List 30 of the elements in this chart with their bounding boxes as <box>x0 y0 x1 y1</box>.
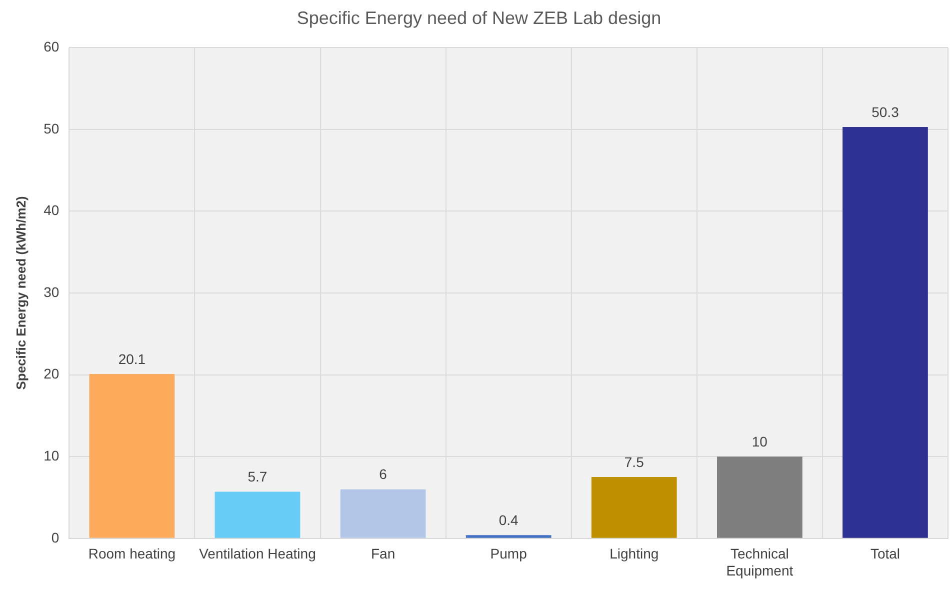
y-axis-title: Specific Energy need (kWh/m2) <box>13 196 28 390</box>
chart-title: Specific Energy need of New ZEB Lab design <box>296 8 662 28</box>
y-tick-label: 10 <box>44 447 60 464</box>
x-tick-label: Technical Equipment <box>726 546 794 578</box>
x-tick-label: Lighting <box>610 546 659 562</box>
data-label: 50.3 <box>872 104 900 120</box>
data-label: 5.7 <box>248 468 268 485</box>
y-tick-label: 50 <box>44 120 60 136</box>
bar <box>716 456 802 538</box>
bar <box>591 477 677 538</box>
x-tick-label: Fan <box>370 546 396 562</box>
x-tick-label: Total <box>870 546 900 562</box>
bar <box>214 492 300 538</box>
data-label: 6 <box>379 466 388 482</box>
x-tick-label: Room heating <box>88 546 176 562</box>
y-tick-label: 60 <box>44 38 60 54</box>
bar <box>842 126 928 538</box>
y-tick-label: 40 <box>44 202 60 218</box>
y-tick-label: 20 <box>44 366 60 382</box>
data-label: 20.1 <box>118 350 146 367</box>
x-tick-label: Pump <box>490 546 528 562</box>
data-label: 7.5 <box>624 454 644 470</box>
x-tick-label: Ventilation Heating <box>199 546 316 562</box>
bar <box>466 535 552 538</box>
data-label: 0.4 <box>498 512 519 528</box>
data-label: 10 <box>752 433 768 450</box>
y-tick-label: 30 <box>44 284 60 300</box>
bar <box>340 489 426 538</box>
bar <box>89 374 175 538</box>
y-tick-label: 0 <box>51 529 60 546</box>
